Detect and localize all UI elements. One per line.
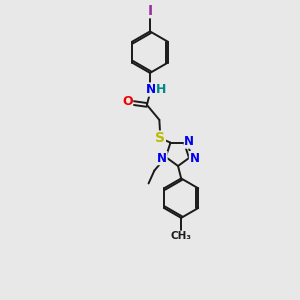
Text: N: N xyxy=(146,83,156,96)
Text: I: I xyxy=(147,4,153,18)
Text: CH₃: CH₃ xyxy=(171,231,192,241)
Text: N: N xyxy=(157,152,167,165)
Text: S: S xyxy=(155,131,165,145)
Text: N: N xyxy=(189,152,200,165)
Text: N: N xyxy=(184,135,194,148)
Text: H: H xyxy=(156,83,166,96)
Text: O: O xyxy=(122,95,133,108)
